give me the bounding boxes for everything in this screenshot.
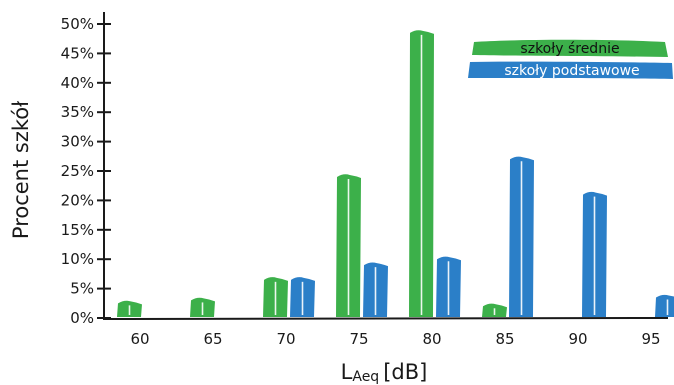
legend-swatch-szkoly-podstawowe: [468, 61, 673, 79]
legend: szkoły średnie szkoły podstawowe: [468, 39, 673, 79]
y-tick-label: 30%: [61, 133, 94, 151]
y-tick-label: 0%: [70, 309, 94, 327]
y-axis-title: Procent szkół: [9, 101, 33, 239]
x-axis-line: [103, 317, 669, 320]
x-tick-label: 65: [203, 330, 222, 348]
x-axis-title-main: L: [341, 360, 353, 384]
x-tick-label: 90: [568, 330, 587, 348]
x-axis-title: LAeq [dB]: [341, 360, 428, 385]
y-tick-label: 20%: [61, 191, 94, 209]
x-tick-label: 80: [422, 330, 441, 348]
y-tick-label: 15%: [61, 221, 94, 239]
y-tick-label: 40%: [61, 74, 94, 92]
y-tick-label: 25%: [61, 162, 94, 180]
x-tick-label: 95: [641, 330, 660, 348]
legend-label-szkoly-srednie: szkoły średnie: [520, 41, 619, 57]
x-axis-title-unit: [dB]: [383, 360, 427, 384]
y-tick-label: 5%: [70, 280, 94, 298]
bar-szkoly-podstawowe-95: [655, 294, 674, 317]
x-tick-label: 60: [130, 330, 149, 348]
bars-group: [117, 30, 674, 318]
y-tick-label: 45%: [61, 44, 94, 62]
y-tick-label: 10%: [61, 250, 94, 268]
legend-swatch-szkoly-srednie: [472, 39, 668, 57]
x-tick-label: 75: [349, 330, 368, 348]
y-tick-label: 50%: [61, 15, 94, 33]
x-ticks-group: 60 65 70 75 80 85 90 95: [130, 330, 660, 348]
x-axis-title-subscript: Aeq: [352, 369, 379, 385]
legend-label-szkoly-podstawowe: szkoły podstawowe: [504, 63, 639, 79]
y-tick-label: 35%: [61, 103, 94, 121]
axes-group: [103, 12, 669, 320]
x-tick-label: 85: [495, 330, 514, 348]
y-ticks-group: 0% 5% 10% 15% 20% 25% 30% 35% 40% 45% 50%: [61, 15, 111, 327]
x-tick-label: 70: [276, 330, 295, 348]
